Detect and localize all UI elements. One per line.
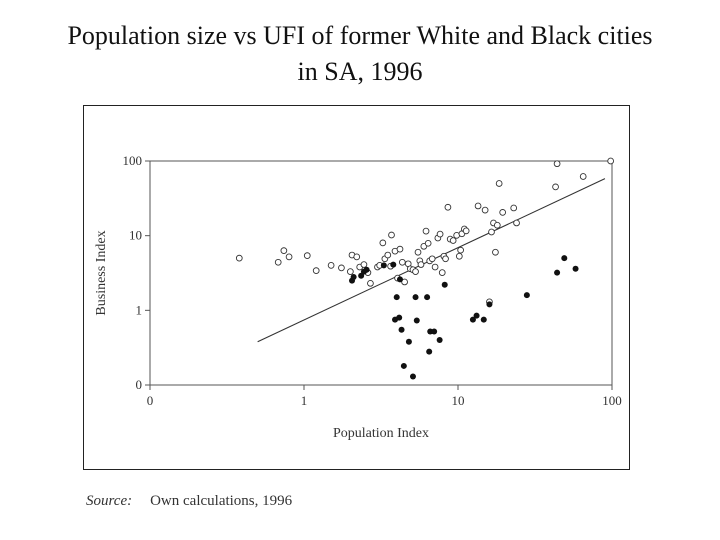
plot-area-border [149,160,613,386]
open-point [444,203,452,211]
open-point [312,267,320,274]
filled-point [398,326,405,333]
title-line-1: Population size vs UFI of former White a… [67,21,653,50]
open-point [379,239,387,247]
open-point [462,227,470,235]
filled-point [436,337,443,344]
filled-point [572,265,579,272]
open-point [384,251,392,259]
filled-point [396,314,403,321]
y-tick-label: 0 [136,377,143,392]
filled-point [469,316,476,323]
open-point [235,254,243,262]
filled-point [393,294,400,301]
x-tick-label: 100 [602,393,622,408]
open-point [280,247,288,254]
filled-point [424,294,431,301]
open-point [424,239,432,247]
open-point [481,206,489,214]
filled-point [523,292,530,299]
slide-title: Population size vs UFI of former White a… [20,18,700,90]
filled-point [380,262,387,269]
data-points [235,157,614,380]
chart-axes [145,160,613,390]
open-point [412,268,419,275]
open-point [428,255,436,263]
open-point [607,157,614,165]
x-tick-label: 0 [147,393,154,408]
filled-point [431,328,438,335]
open-point [414,248,422,256]
open-point [513,219,520,227]
open-point [398,258,406,266]
open-point [510,204,518,212]
open-point [353,253,361,261]
open-point [552,183,559,191]
open-point [388,231,395,239]
open-point [495,180,503,187]
open-point [436,230,444,238]
filled-point [561,255,568,262]
x-axis-label: Population Index [333,426,429,441]
open-point [474,202,482,210]
open-point [431,263,439,271]
open-point [579,173,587,180]
open-point [417,261,425,268]
open-point [488,228,495,236]
open-point [493,221,501,229]
y-tick-label: 10 [129,228,142,243]
open-point [499,209,507,216]
filled-point [400,362,407,369]
open-point [553,160,561,168]
scatter-chart: 0 1 10 100 0 1 10 100 Population Index Business I… [94,153,622,441]
x-tick-label: 10 [452,393,465,408]
filled-point [426,348,433,355]
open-point [285,253,293,261]
y-axis-label: Business Index [94,230,109,315]
open-point [455,252,463,260]
open-point [327,262,335,269]
open-point [303,252,311,259]
y-tick-label: 1 [136,302,143,317]
axis-labels: 0 1 10 100 0 1 10 100 Population Index Business I… [94,153,622,441]
open-point [347,268,354,275]
filled-point [473,312,480,319]
open-point [360,261,368,268]
source-note: Source: Own calculations, 1996 [86,493,292,510]
filled-point [350,273,357,280]
filled-point [396,276,403,283]
open-point [338,264,345,272]
filled-point [413,317,420,324]
filled-point [412,294,419,301]
open-point [401,278,408,286]
open-point [457,246,464,254]
open-point [492,248,499,256]
open-point [274,258,282,266]
open-point [438,269,446,276]
chart-frame [83,105,630,470]
filled-point [441,281,448,288]
filled-point [390,261,397,268]
open-point [442,255,449,263]
open-point [449,237,457,244]
source-label: Source: [86,493,133,509]
source-text: Own calculations, 1996 [150,493,293,509]
filled-point [480,316,487,323]
open-point [367,279,374,287]
y-tick-label: 100 [123,153,143,168]
filled-point [409,373,416,380]
open-point [422,227,430,235]
filled-point [405,338,412,345]
filled-point [486,301,493,308]
x-tick-label: 1 [301,393,308,408]
filled-point [554,269,561,276]
filled-point [363,266,370,273]
open-point [396,245,404,253]
title-line-2: in SA, 1996 [297,57,423,86]
